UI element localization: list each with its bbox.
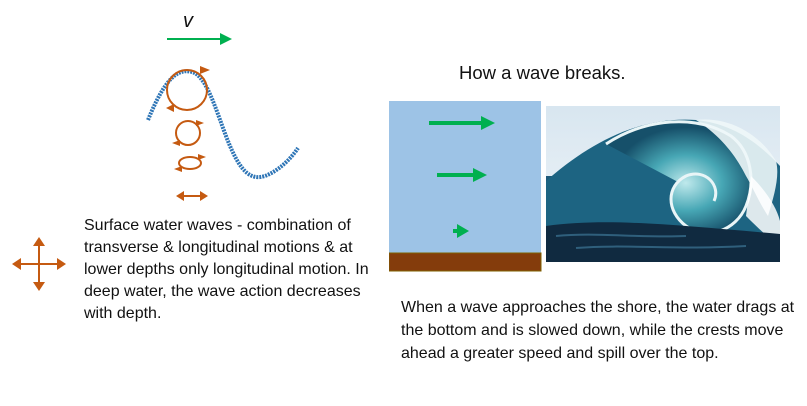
breaking-wave-photo <box>546 106 780 262</box>
orbit-circle-icon <box>166 66 210 112</box>
wave-curve <box>146 69 300 180</box>
velocity-arrow-icon <box>167 33 232 45</box>
wave-orbit-diagram <box>146 33 300 201</box>
velocity-label: v <box>183 10 193 32</box>
flow-arrow-icon <box>453 224 469 238</box>
shore-wave-diagram <box>389 101 542 272</box>
wave-breaking-description: When a wave approaches the shore, the wa… <box>401 299 795 362</box>
orbit-circle-icon <box>174 154 206 172</box>
flow-arrow-icon <box>429 116 495 130</box>
four-way-arrow-icon <box>12 237 66 291</box>
flow-arrow-icon <box>437 168 487 182</box>
page-title: How a wave breaks. <box>459 62 626 83</box>
double-arrow-icon <box>176 191 208 201</box>
surface-waves-description: Surface water waves - combination of tra… <box>84 217 369 322</box>
orbit-circle-icon <box>172 120 204 146</box>
